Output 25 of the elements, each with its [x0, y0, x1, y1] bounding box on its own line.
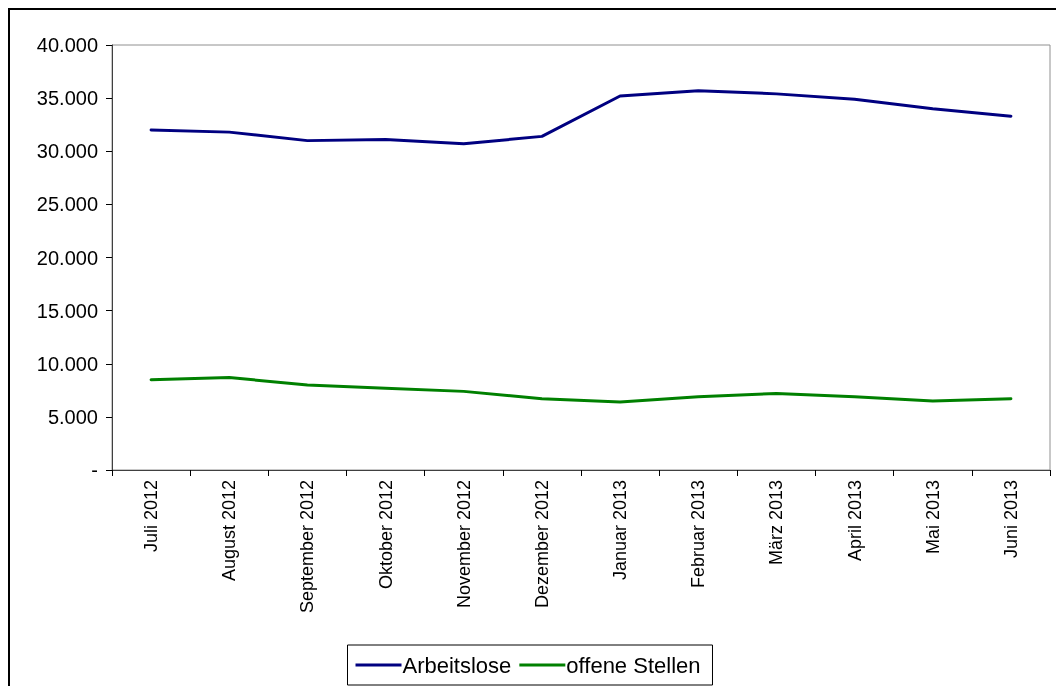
- x-tick-label: November 2012: [453, 480, 474, 609]
- x-tick-label: August 2012: [219, 480, 240, 582]
- x-tick-label: Mai 2013: [922, 480, 943, 555]
- x-tick-label: April 2013: [844, 480, 865, 562]
- x-tick-label: Juli 2012: [141, 480, 162, 553]
- y-tick-label: 15.000: [36, 299, 98, 322]
- y-tick-label: 20.000: [36, 246, 98, 269]
- x-tick-label: Oktober 2012: [375, 480, 396, 590]
- x-tick-label: Januar 2013: [610, 480, 631, 581]
- x-tick-label: Dezember 2012: [531, 480, 552, 609]
- line-series: [149, 89, 1013, 146]
- line-series: [149, 376, 1013, 404]
- x-tick-label: Februar 2013: [688, 480, 709, 589]
- y-tick-label: 40.000: [36, 34, 98, 56]
- x-tick-label: September 2012: [297, 480, 318, 614]
- y-tick-label: 25.000: [36, 193, 98, 216]
- y-tick-label: -: [91, 459, 98, 481]
- y-tick-label: 10.000: [36, 352, 98, 375]
- y-tick-label: 5.000: [47, 405, 98, 428]
- legend-label: offene Stellen: [566, 652, 701, 678]
- y-tick-label: 30.000: [36, 140, 98, 163]
- y-tick-label: 35.000: [36, 87, 98, 110]
- legend-label: Arbeitslose: [402, 652, 512, 678]
- x-tick-label: Juni 2013: [1000, 480, 1021, 559]
- x-tick-label: März 2013: [766, 480, 787, 566]
